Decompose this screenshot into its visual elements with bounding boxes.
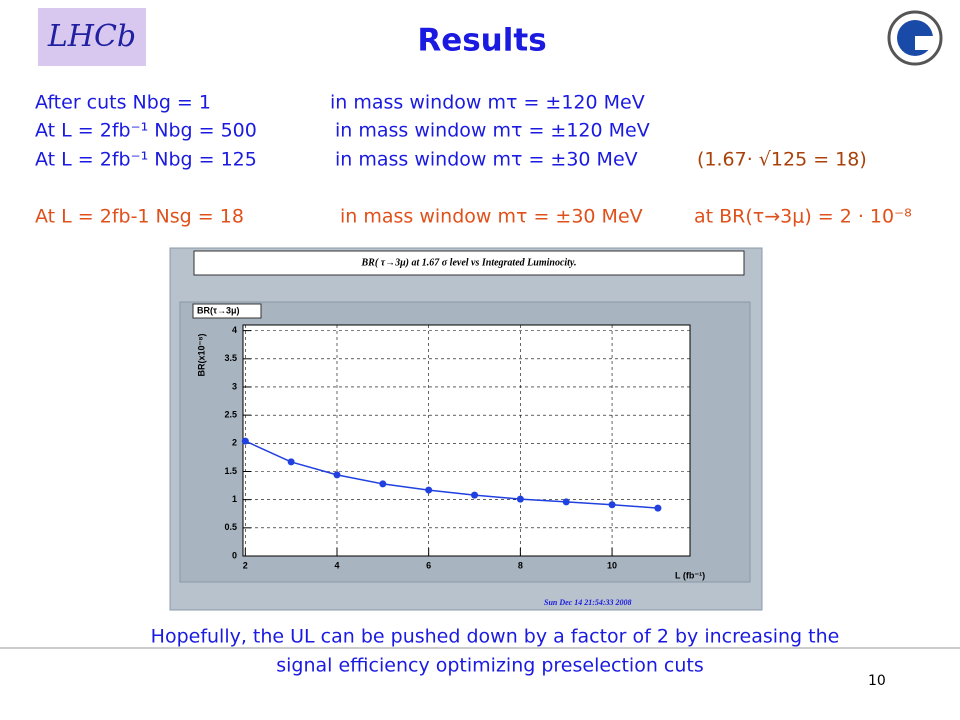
legend-label: BR(τ→3μ) xyxy=(197,305,240,315)
text-line: At L = 2fb⁻¹ Nbg = 500 xyxy=(35,120,257,142)
y-tick-label: 1 xyxy=(232,494,237,504)
slide-title: Results xyxy=(417,23,546,59)
text-line: in mass window mτ = ±30 MeV xyxy=(335,149,638,171)
y-tick-label: 2.5 xyxy=(224,410,237,420)
footer-text: Hopefully, the UL can be pushed down by … xyxy=(151,626,840,648)
logo-text: LHCb xyxy=(47,19,136,54)
chart-title-box xyxy=(193,250,745,276)
data-point xyxy=(241,437,249,445)
data-point xyxy=(333,471,341,479)
text-line: in mass window mτ = ±30 MeV xyxy=(340,206,643,228)
y-tick-label: 4 xyxy=(232,325,237,335)
y-tick-label: 1.5 xyxy=(224,466,237,476)
x-tick-label: 8 xyxy=(518,560,523,570)
data-point xyxy=(562,498,570,506)
x-axis-label: L (fb⁻¹) xyxy=(675,570,705,580)
y-tick-label: 2 xyxy=(232,438,237,448)
data-point xyxy=(516,495,524,503)
footer-text: signal efficiency optimizing preselectio… xyxy=(276,655,704,677)
x-tick-label: 4 xyxy=(334,560,339,570)
y-tick-label: 3.5 xyxy=(224,353,237,363)
x-tick-label: 6 xyxy=(426,560,431,570)
data-point xyxy=(471,491,479,499)
text-line: in mass window mτ = ±120 MeV xyxy=(330,92,645,114)
text-line: (1.67· √125 = 18) xyxy=(697,149,867,171)
data-point xyxy=(287,458,295,466)
text-line: at BR(τ→3μ) = 2 · 10⁻⁸ xyxy=(694,206,912,228)
y-tick-label: 0 xyxy=(232,550,237,560)
y-tick-label: 3 xyxy=(232,381,237,391)
page-number: 10 xyxy=(868,673,886,689)
logo-box xyxy=(38,8,146,66)
x-tick-label: 10 xyxy=(607,560,617,570)
data-point xyxy=(425,486,433,494)
right-logo xyxy=(887,10,943,66)
text-line: At L = 2fb⁻¹ Nbg = 125 xyxy=(35,149,257,171)
data-point xyxy=(654,504,662,512)
text-line: in mass window mτ = ±120 MeV xyxy=(335,120,650,142)
y-axis-label: BR(x10⁻⁸) xyxy=(196,333,206,376)
series-line xyxy=(244,440,658,509)
data-point xyxy=(608,501,616,509)
timestamp: Sun Dec 14 21:54:33 2008 xyxy=(544,598,632,607)
legend-box xyxy=(192,303,262,319)
plot-area xyxy=(242,324,691,557)
y-tick-label: 0.5 xyxy=(224,522,237,532)
text-line: After cuts Nbg = 1 xyxy=(35,92,211,114)
chart-title: BR( τ→3μ) at 1.67 σ level vs Integrated … xyxy=(361,257,577,268)
x-tick-label: 2 xyxy=(243,560,248,570)
data-point xyxy=(379,480,387,488)
text-line: At L = 2fb-1 Nsg = 18 xyxy=(35,206,244,228)
